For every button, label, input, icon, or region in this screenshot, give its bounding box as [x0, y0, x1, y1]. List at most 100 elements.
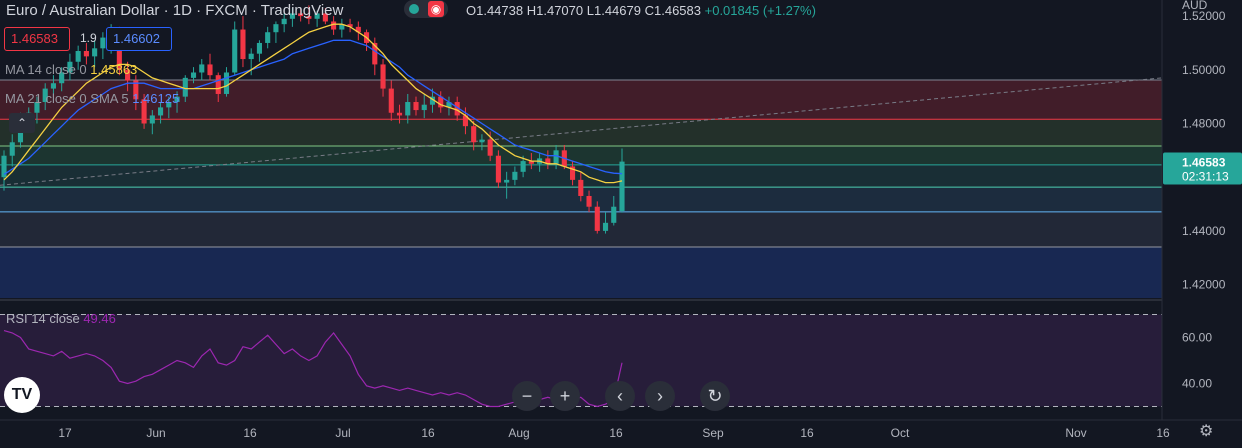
candle-body — [355, 26, 361, 33]
candle-body — [578, 179, 584, 196]
candle-body — [298, 13, 304, 17]
time-tick-label: 16 — [800, 426, 814, 440]
candle-body — [133, 80, 139, 100]
candle-body — [462, 115, 468, 127]
ma21-line — [3, 39, 623, 176]
time-tick-label: Jul — [335, 426, 350, 440]
time-tick-label: 16 — [421, 426, 435, 440]
rsi-band-fill — [0, 314, 1162, 407]
candle-body — [207, 64, 213, 76]
candle-body — [265, 32, 271, 43]
candle-body — [42, 88, 48, 103]
candle-body — [479, 139, 485, 143]
candle-body — [570, 166, 576, 180]
candle-body — [454, 102, 460, 116]
candle-body — [149, 115, 155, 124]
candle-body — [421, 104, 427, 111]
rsi-tick-label: 60.00 — [1182, 331, 1212, 345]
ma14-legend[interactable]: MA 14 close 0 1.45863 — [5, 62, 137, 77]
candle-body — [429, 96, 436, 105]
candle-body — [240, 29, 246, 60]
price-tick-label: 1.52000 — [1182, 9, 1226, 23]
candle-body — [9, 142, 15, 156]
candle-body — [611, 206, 617, 223]
candle-body — [116, 32, 122, 70]
market-open-icon — [409, 4, 419, 14]
rsi-legend[interactable]: RSI 14 close 49.46 — [6, 311, 116, 326]
price-tick-label: 1.48000 — [1182, 116, 1226, 130]
candle-body — [223, 72, 230, 94]
candle-body — [372, 42, 378, 65]
candle-body — [190, 72, 197, 78]
settings-gear-icon[interactable]: ⚙ — [1199, 423, 1214, 440]
sell-price-button[interactable]: 1.46583 — [4, 27, 70, 51]
hide-icon[interactable]: ◉ — [428, 1, 444, 17]
candle-body — [34, 102, 40, 113]
reset-chart-button[interactable]: ↻ — [700, 381, 730, 411]
candle-body — [50, 83, 56, 89]
symbol-title: Euro / Australian Dollar · 1D · FXCM · T… — [6, 2, 344, 19]
tradingview-logo-icon[interactable]: TV — [4, 377, 40, 413]
spread-value: 1.9 — [80, 31, 97, 45]
time-tick-label: 16 — [1156, 426, 1170, 440]
candle-body — [215, 75, 221, 94]
ohlc-readout: O1.44738 H1.47070 L1.44679 C1.46583 +0.0… — [466, 3, 816, 18]
current-price-tag — [1163, 152, 1242, 185]
candle-body — [174, 96, 180, 103]
price-axis-panel — [1162, 0, 1242, 443]
rsi-label: RSI 14 close — [6, 311, 80, 326]
candle-body — [273, 24, 279, 33]
buy-price-button[interactable]: 1.46602 — [106, 27, 172, 51]
close-value: C1.46583 — [644, 3, 701, 18]
candle-body — [322, 13, 328, 22]
candle-body — [413, 102, 419, 111]
candle-body — [248, 53, 254, 60]
candle-body — [586, 195, 592, 207]
candle-body — [405, 102, 411, 116]
candle-body — [232, 29, 238, 73]
price-zone — [0, 119, 1162, 147]
zoom-in-button[interactable]: + — [550, 381, 580, 411]
ma21-legend[interactable]: MA 21 close 0 SMA 5 1.46125 — [5, 91, 179, 106]
ma14-value: 1.45863 — [90, 62, 138, 77]
zoom-out-button[interactable]: − — [512, 381, 542, 411]
countdown-label: 02:31:13 — [1182, 170, 1229, 184]
candle-body — [471, 126, 477, 143]
candle-body — [182, 77, 188, 97]
candle-body — [92, 48, 98, 57]
price-zone — [0, 211, 1162, 247]
candle-body — [512, 171, 518, 180]
ma14-label: MA 14 close 0 — [5, 62, 87, 77]
time-tick-label: Nov — [1065, 426, 1086, 440]
time-tick-label: 16 — [243, 426, 257, 440]
scroll-right-button[interactable]: › — [645, 381, 675, 411]
candle-body — [594, 206, 600, 231]
low-value: L1.44679 — [586, 3, 641, 18]
candle-body — [347, 24, 353, 27]
rsi-tick-label: 40.00 — [1182, 377, 1212, 391]
candle-body — [289, 13, 295, 19]
candle-body — [602, 222, 609, 231]
candle-body — [75, 51, 81, 62]
current-price-label: 1.46583 — [1182, 156, 1226, 170]
price-zone — [0, 246, 1162, 298]
open-value: O1.44738 — [466, 3, 524, 18]
scroll-left-button[interactable]: ‹ — [605, 381, 635, 411]
price-tick-label: 1.50000 — [1182, 63, 1226, 77]
candle-body — [67, 61, 73, 73]
candle-body — [256, 42, 262, 54]
market-status-pill: ◉ — [404, 0, 448, 18]
time-tick-label: 17 — [58, 426, 72, 440]
collapse-legend-button[interactable]: ⌃ — [9, 113, 35, 133]
candle-body — [545, 158, 551, 164]
candle-body — [281, 18, 287, 25]
candle-body — [487, 139, 493, 156]
axis-unit-label: AUD — [1182, 0, 1208, 12]
price-zone — [0, 80, 1162, 120]
candle-body — [504, 179, 510, 183]
candle-body — [495, 155, 501, 183]
candle-body — [331, 21, 337, 30]
candle-body — [314, 13, 320, 19]
change-value: +0.01845 (+1.27%) — [704, 3, 816, 18]
